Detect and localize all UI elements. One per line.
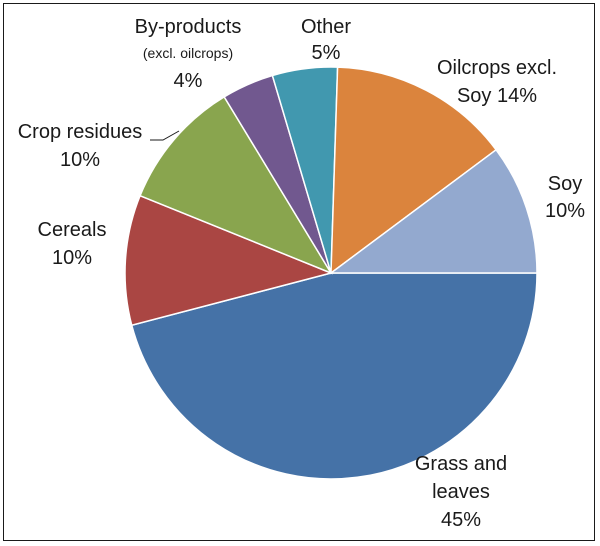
pie-slices (124, 66, 538, 480)
leader-lines (150, 130, 180, 141)
slice-label-other: Other 5% (301, 16, 351, 64)
pie-slice-soy (328, 148, 538, 274)
leader-line-crop-residues (150, 130, 180, 141)
slice-label-by-products-excl-oilcrops: By-products (excl. oilcrops) 4% (135, 16, 242, 92)
pie-slice-grass-and-leaves (130, 272, 538, 480)
pie-slice-oilcrops-excl-soy (330, 66, 498, 275)
slice-label-crop-residues: Crop residues 10% (18, 121, 143, 171)
pie-slice-cereals (124, 194, 334, 327)
slice-labels: Grass and leaves 45% Cereals 10% Crop residue… (18, 16, 585, 531)
slice-label-grass-and-leaves: Grass and leaves 45% (415, 453, 507, 531)
pie-slice-crop-residues (139, 95, 333, 275)
slice-label-soy: Soy 10% (545, 173, 585, 222)
slice-label-oilcrops-excl-soy: Oilcrops excl. Soy 14% (437, 57, 557, 107)
slice-label-cereals: Cereals 10% (38, 219, 107, 269)
